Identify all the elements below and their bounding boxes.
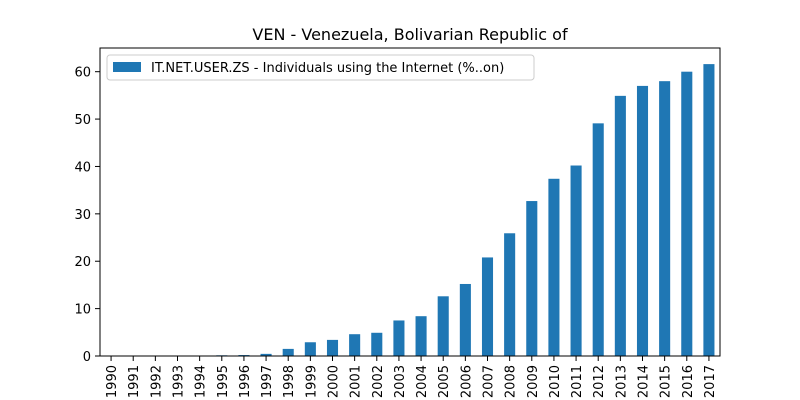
- x-tick-label: 2003: [393, 365, 408, 398]
- x-tick-label: 2008: [504, 365, 519, 398]
- bar-2006: [459, 283, 471, 356]
- x-tick-label: 1995: [216, 365, 231, 398]
- x-tick-label: 2014: [637, 365, 652, 398]
- x-tick-label: 2005: [437, 365, 452, 398]
- x-tick-label: 2004: [415, 365, 430, 398]
- bar-2000: [326, 339, 339, 356]
- x-tick-label: 2015: [659, 365, 674, 398]
- legend: IT.NET.USER.ZS - Individuals using the I…: [106, 54, 535, 81]
- x-tick-label: 1992: [149, 365, 164, 398]
- bar-2001: [349, 334, 361, 356]
- x-axis: 1990 1991 1992 1993 1994 1995 1996 1997 1998 1999…: [105, 356, 718, 398]
- bar-2009: [526, 201, 538, 356]
- y-axis: 0 10 20 30 40 50 60: [74, 66, 100, 365]
- legend-swatch: [113, 62, 141, 72]
- bar-1998: [282, 348, 294, 356]
- y-tick-label: 30: [74, 208, 91, 223]
- x-tick-label: 2007: [482, 365, 497, 398]
- y-tick-label: 60: [74, 66, 91, 81]
- plot-frame: [99, 47, 721, 357]
- x-tick-label: 2017: [703, 365, 718, 398]
- x-tick-label: 2000: [327, 365, 342, 398]
- bar-2017: [703, 64, 715, 356]
- x-tick-label: 2013: [614, 365, 629, 398]
- x-tick-label: 2006: [459, 365, 474, 398]
- x-tick-label: 1991: [127, 365, 142, 398]
- bar-2013: [614, 95, 626, 356]
- x-tick-label: 1990: [105, 365, 120, 398]
- legend-label: IT.NET.USER.ZS - Individuals using the I…: [151, 61, 504, 76]
- bar-2014: [636, 85, 649, 357]
- y-tick-label: 0: [83, 350, 91, 365]
- bar-2005: [437, 296, 449, 356]
- bar-2016: [681, 71, 693, 356]
- y-tick-label: 50: [74, 113, 91, 128]
- x-tick-label: 1998: [282, 365, 297, 398]
- bar-2003: [393, 320, 405, 356]
- bar-2007: [481, 257, 494, 356]
- bar-2004: [415, 316, 427, 356]
- y-tick-label: 40: [74, 160, 91, 175]
- bar-1999: [304, 342, 316, 356]
- x-tick-label: 2002: [371, 365, 386, 398]
- bar-2015: [659, 81, 671, 357]
- x-tick-label: 2009: [526, 365, 541, 398]
- x-tick-label: 1999: [304, 365, 319, 398]
- x-tick-label: 1993: [172, 365, 187, 398]
- x-tick-label: 1997: [260, 365, 275, 398]
- x-tick-label: 2011: [570, 365, 585, 398]
- y-tick-label: 10: [74, 303, 91, 318]
- x-tick-label: 2010: [548, 365, 563, 398]
- x-tick-label: 1994: [194, 365, 209, 398]
- legend-box: [106, 54, 535, 81]
- bar-2012: [592, 123, 604, 356]
- x-tick-label: 1996: [238, 365, 253, 398]
- x-tick-label: 2016: [681, 365, 696, 398]
- bars-group: [194, 64, 715, 357]
- x-tick-label: 2012: [592, 365, 607, 398]
- bar-2010: [548, 178, 560, 356]
- bar-2008: [504, 233, 516, 356]
- chart-title: VEN - Venezuela, Bolivarian Republic of: [252, 25, 568, 44]
- y-tick-label: 20: [74, 255, 91, 270]
- bar-2011: [570, 165, 582, 356]
- bar-2002: [371, 332, 383, 356]
- x-tick-label: 2001: [349, 365, 364, 398]
- bar-1997: [260, 353, 272, 356]
